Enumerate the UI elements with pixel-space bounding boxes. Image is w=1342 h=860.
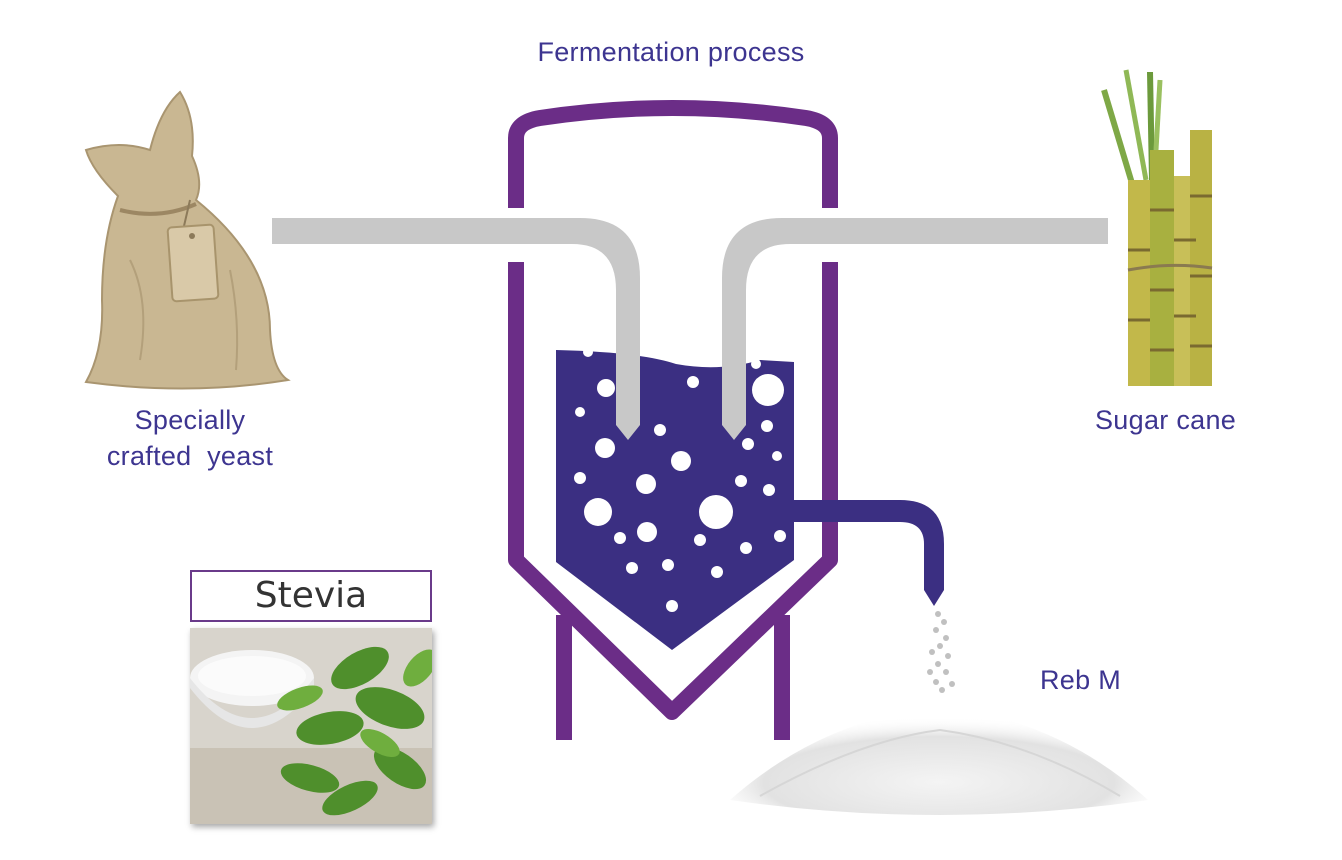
inlet-pipes: [272, 218, 1108, 440]
yeast-label-line2: crafted yeast: [106, 441, 274, 471]
yeast-label-line1: Specially: [134, 405, 246, 435]
sugar-cane-label: Sugar cane: [1095, 405, 1237, 435]
stevia-leaves-icon: [190, 628, 432, 824]
yeast-label: Specially crafted yeast: [80, 402, 300, 474]
reb-m-powder-pile-icon: [730, 706, 1148, 815]
reb-m-label: Reb M: [1040, 665, 1122, 695]
title-text: Fermentation process: [537, 37, 805, 67]
stevia-photo: [190, 628, 432, 824]
diagram-title: Fermentation process: [0, 34, 1342, 70]
sugar-cane-icon: [1101, 69, 1213, 386]
falling-granules: [927, 611, 955, 693]
stevia-label: Stevia: [254, 575, 368, 616]
yeast-sack-icon: [84, 90, 291, 390]
outlet-pipe: [790, 500, 944, 606]
bubbles: [574, 347, 786, 612]
stevia-label-box: Stevia: [190, 570, 432, 622]
fermenter-vessel: [508, 100, 838, 740]
